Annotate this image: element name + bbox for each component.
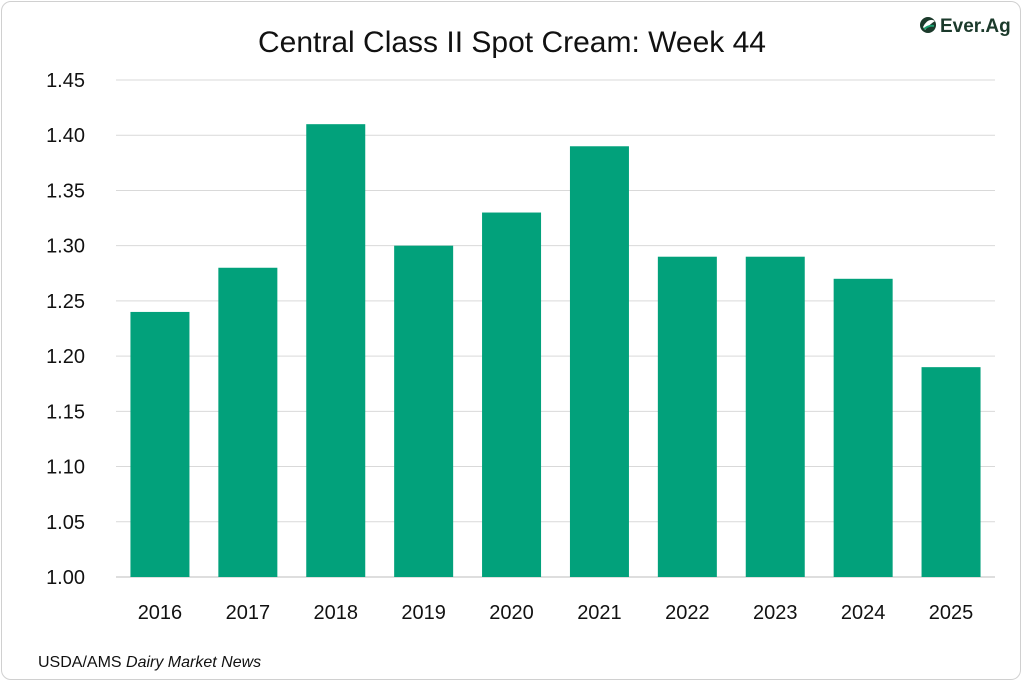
bar-2023 bbox=[745, 256, 805, 577]
bar-2020 bbox=[482, 212, 542, 578]
logo-text: Ever.Ag bbox=[940, 16, 1011, 37]
ever-ag-logo: Ever.Ag bbox=[920, 16, 1011, 37]
bar-2024 bbox=[833, 278, 893, 577]
x-tick-label: 2018 bbox=[314, 602, 359, 624]
x-tick-label: 2021 bbox=[577, 602, 622, 624]
bar-2017 bbox=[218, 267, 278, 577]
x-tick-label: 2017 bbox=[226, 602, 271, 624]
bar-2022 bbox=[657, 256, 717, 577]
x-tick-label: 2019 bbox=[401, 602, 446, 624]
bar-2025 bbox=[921, 367, 981, 577]
y-tick-label: 1.10 bbox=[46, 457, 85, 479]
x-tick-label: 2024 bbox=[841, 602, 886, 624]
bar-2018 bbox=[306, 124, 366, 577]
chart-title: Central Class II Spot Cream: Week 44 bbox=[258, 26, 766, 59]
ever-ag-leaf-icon bbox=[920, 17, 936, 33]
x-tick-label: 2020 bbox=[489, 602, 534, 624]
y-tick-label: 1.35 bbox=[46, 180, 85, 202]
y-tick-label: 1.15 bbox=[46, 401, 85, 423]
y-tick-label: 1.45 bbox=[46, 70, 85, 92]
y-tick-label: 1.40 bbox=[46, 125, 85, 147]
source-note: USDA/AMS Dairy Market News bbox=[38, 654, 261, 671]
x-tick-label: 2025 bbox=[929, 602, 974, 624]
bars bbox=[130, 124, 981, 578]
y-tick-label: 1.05 bbox=[46, 512, 85, 534]
x-tick-label: 2022 bbox=[665, 602, 710, 624]
bar-2019 bbox=[394, 245, 454, 577]
bar-2021 bbox=[569, 146, 629, 577]
y-tick-label: 1.20 bbox=[46, 346, 85, 368]
y-tick-label: 1.25 bbox=[46, 291, 85, 313]
y-tick-label: 1.30 bbox=[46, 236, 85, 258]
source-prefix: USDA/AMS bbox=[38, 654, 126, 671]
bar-2016 bbox=[130, 311, 190, 577]
x-tick-label: 2023 bbox=[753, 602, 798, 624]
source-italic: Dairy Market News bbox=[126, 654, 261, 671]
y-axis-ticks: 1.00 1.05 1.10 1.15 1.20 1.25 1.30 1.35 1.40 1.45 bbox=[46, 70, 85, 589]
x-axis-ticks: 2016 2017 2018 2019 2020 2021 2022 2023 2024 2025 bbox=[138, 602, 974, 624]
x-tick-label: 2016 bbox=[138, 602, 183, 624]
y-tick-label: 1.00 bbox=[46, 567, 85, 589]
